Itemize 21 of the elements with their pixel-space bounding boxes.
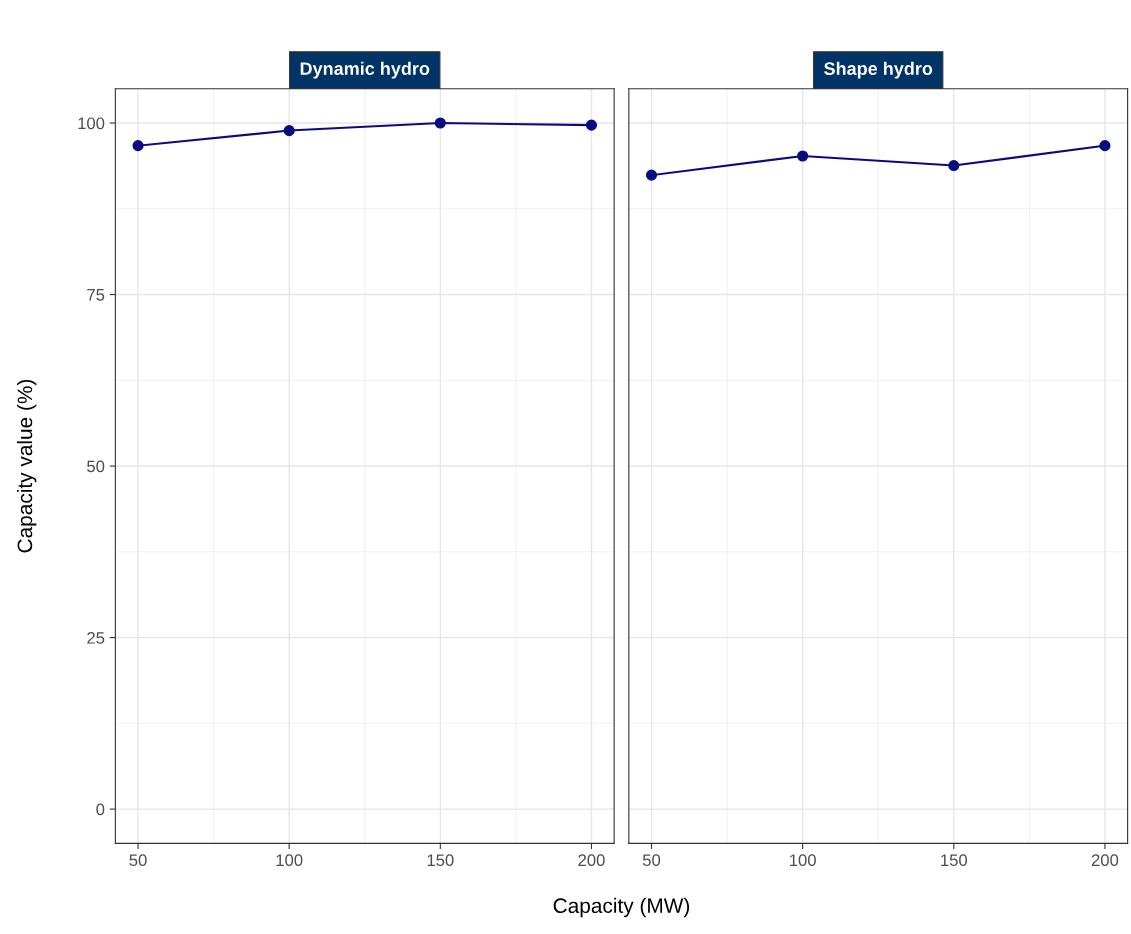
y-axis-title: Capacity value (%)	[16, 379, 37, 553]
x-axis-title: Capacity (MW)	[553, 897, 690, 918]
chart-title: Shape hydro	[824, 61, 933, 79]
point	[948, 160, 960, 172]
x-tick-label: 150	[427, 854, 454, 867]
y-tick-label: 25	[87, 631, 105, 644]
x-tick-label: 150	[941, 854, 968, 867]
y-tick-label: 100	[78, 117, 105, 130]
point	[645, 169, 658, 181]
x-tick-label: 50	[129, 854, 147, 867]
point	[1099, 140, 1111, 152]
y-tick-label: 0	[96, 803, 105, 816]
x-tick-label: 200	[578, 854, 605, 867]
x-tick-label: 100	[790, 854, 816, 867]
y-tick-label: 75	[87, 289, 105, 301]
x-tick-label: 50	[642, 854, 661, 867]
point	[797, 150, 809, 162]
chart-title: Dynamic hydro	[300, 61, 430, 79]
x-tick-label: 200	[1091, 854, 1119, 867]
x-tick-label: 100	[276, 854, 303, 867]
y-tick-label: 50	[87, 460, 105, 473]
